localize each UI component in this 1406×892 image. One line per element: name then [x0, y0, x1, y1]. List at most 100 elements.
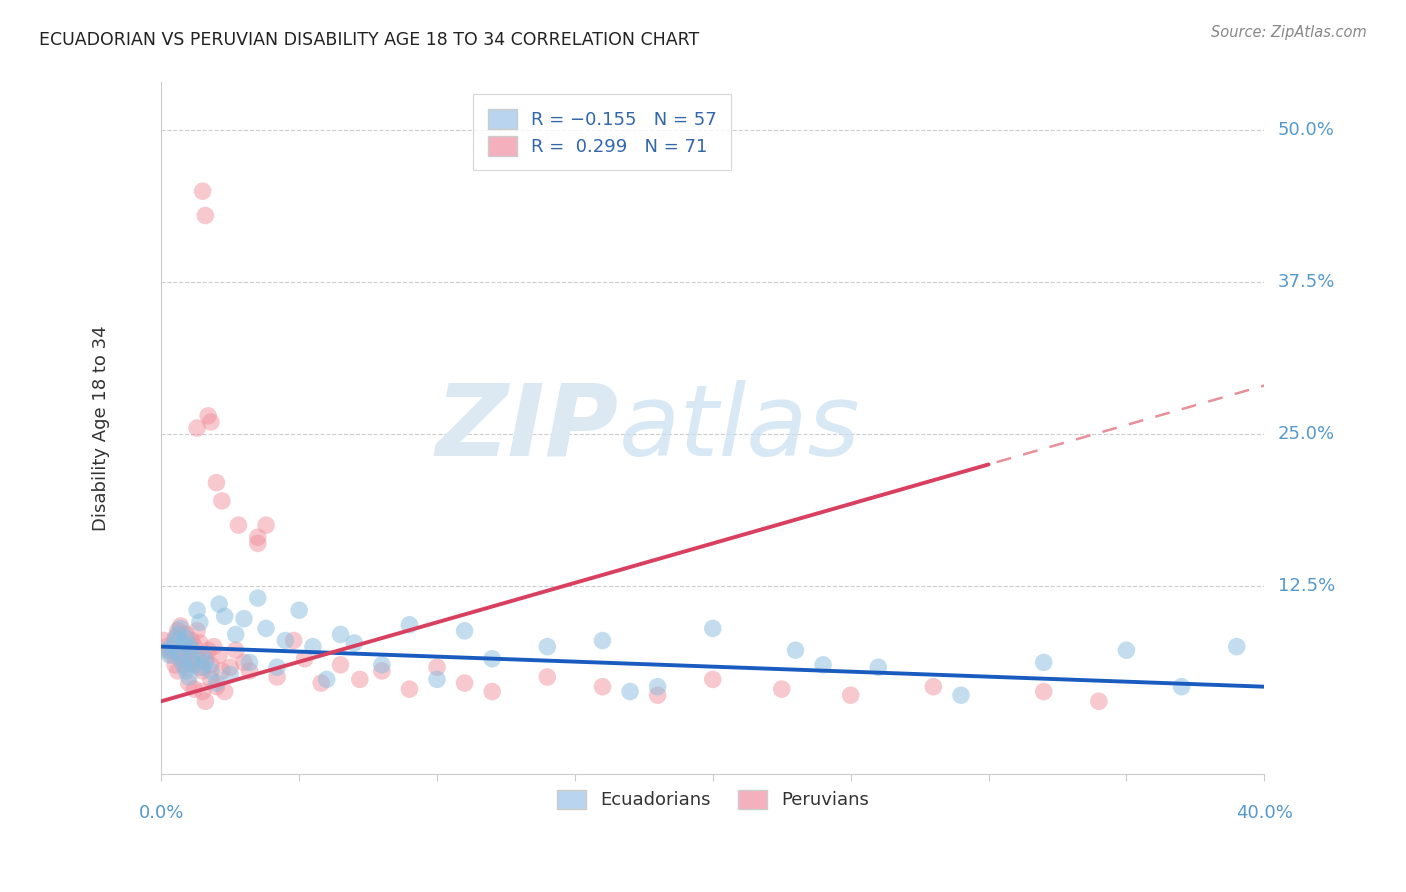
Point [166, 664, 188, 678]
Point [1170, 680, 1192, 694]
Point [172, 657, 194, 672]
Point [183, 682, 205, 697]
Point [647, 688, 669, 702]
Point [172, 636, 194, 650]
Point [398, 617, 420, 632]
Point [166, 624, 188, 638]
Point [197, 409, 219, 423]
Point [156, 640, 179, 654]
Point [194, 209, 217, 223]
Point [153, 633, 176, 648]
Point [172, 636, 194, 650]
Point [1115, 643, 1137, 657]
Point [453, 676, 475, 690]
Point [702, 621, 724, 635]
Point [453, 624, 475, 638]
Legend: Ecuadorians, Peruvians: Ecuadorians, Peruvians [543, 775, 883, 824]
Point [165, 657, 187, 672]
Point [172, 652, 194, 666]
Point [174, 627, 197, 641]
Point [647, 680, 669, 694]
Point [1226, 640, 1249, 654]
Text: Disability Age 18 to 34: Disability Age 18 to 34 [91, 326, 110, 531]
Point [191, 648, 214, 662]
Point [162, 648, 184, 662]
Point [165, 631, 187, 645]
Point [371, 664, 394, 678]
Point [288, 603, 311, 617]
Point [169, 646, 191, 660]
Point [219, 667, 242, 681]
Point [183, 640, 205, 654]
Text: atlas: atlas [619, 379, 860, 476]
Point [188, 636, 211, 650]
Point [254, 621, 277, 635]
Point [156, 643, 179, 657]
Point [343, 636, 366, 650]
Point [177, 676, 200, 690]
Point [166, 646, 188, 660]
Point [349, 673, 371, 687]
Text: 12.5%: 12.5% [1278, 577, 1334, 595]
Point [1032, 684, 1054, 698]
Point [186, 624, 208, 638]
Point [246, 536, 269, 550]
Point [162, 640, 184, 654]
Point [188, 660, 211, 674]
Point [197, 643, 219, 657]
Point [811, 657, 834, 672]
Point [592, 680, 614, 694]
Point [169, 619, 191, 633]
Point [194, 694, 217, 708]
Text: 40.0%: 40.0% [1236, 805, 1292, 822]
Point [205, 475, 228, 490]
Point [186, 603, 208, 617]
Point [371, 657, 394, 672]
Point [294, 652, 316, 666]
Point [208, 648, 231, 662]
Text: ZIP: ZIP [436, 379, 619, 476]
Point [159, 643, 181, 657]
Point [191, 184, 214, 198]
Point [702, 673, 724, 687]
Point [481, 684, 503, 698]
Point [205, 676, 228, 690]
Point [246, 530, 269, 544]
Point [177, 643, 200, 657]
Text: 25.0%: 25.0% [1278, 425, 1334, 443]
Point [202, 640, 225, 654]
Point [219, 660, 242, 674]
Point [200, 673, 222, 687]
Point [214, 684, 236, 698]
Point [211, 494, 233, 508]
Point [177, 670, 200, 684]
Point [186, 648, 208, 662]
Point [208, 597, 231, 611]
Point [233, 656, 256, 670]
Point [246, 591, 269, 605]
Point [191, 660, 214, 674]
Point [228, 518, 250, 533]
Point [592, 633, 614, 648]
Point [536, 670, 558, 684]
Point [200, 664, 222, 678]
Point [211, 664, 233, 678]
Text: 37.5%: 37.5% [1278, 273, 1334, 292]
Point [536, 640, 558, 654]
Point [329, 657, 352, 672]
Point [191, 684, 214, 698]
Point [426, 660, 449, 674]
Text: 0.0%: 0.0% [139, 805, 184, 822]
Point [180, 633, 202, 648]
Point [302, 640, 325, 654]
Point [186, 421, 208, 435]
Point [426, 673, 449, 687]
Point [205, 680, 228, 694]
Point [309, 676, 332, 690]
Point [785, 643, 807, 657]
Point [619, 684, 641, 698]
Point [770, 682, 793, 697]
Point [174, 664, 197, 678]
Point [225, 643, 247, 657]
Point [180, 642, 202, 657]
